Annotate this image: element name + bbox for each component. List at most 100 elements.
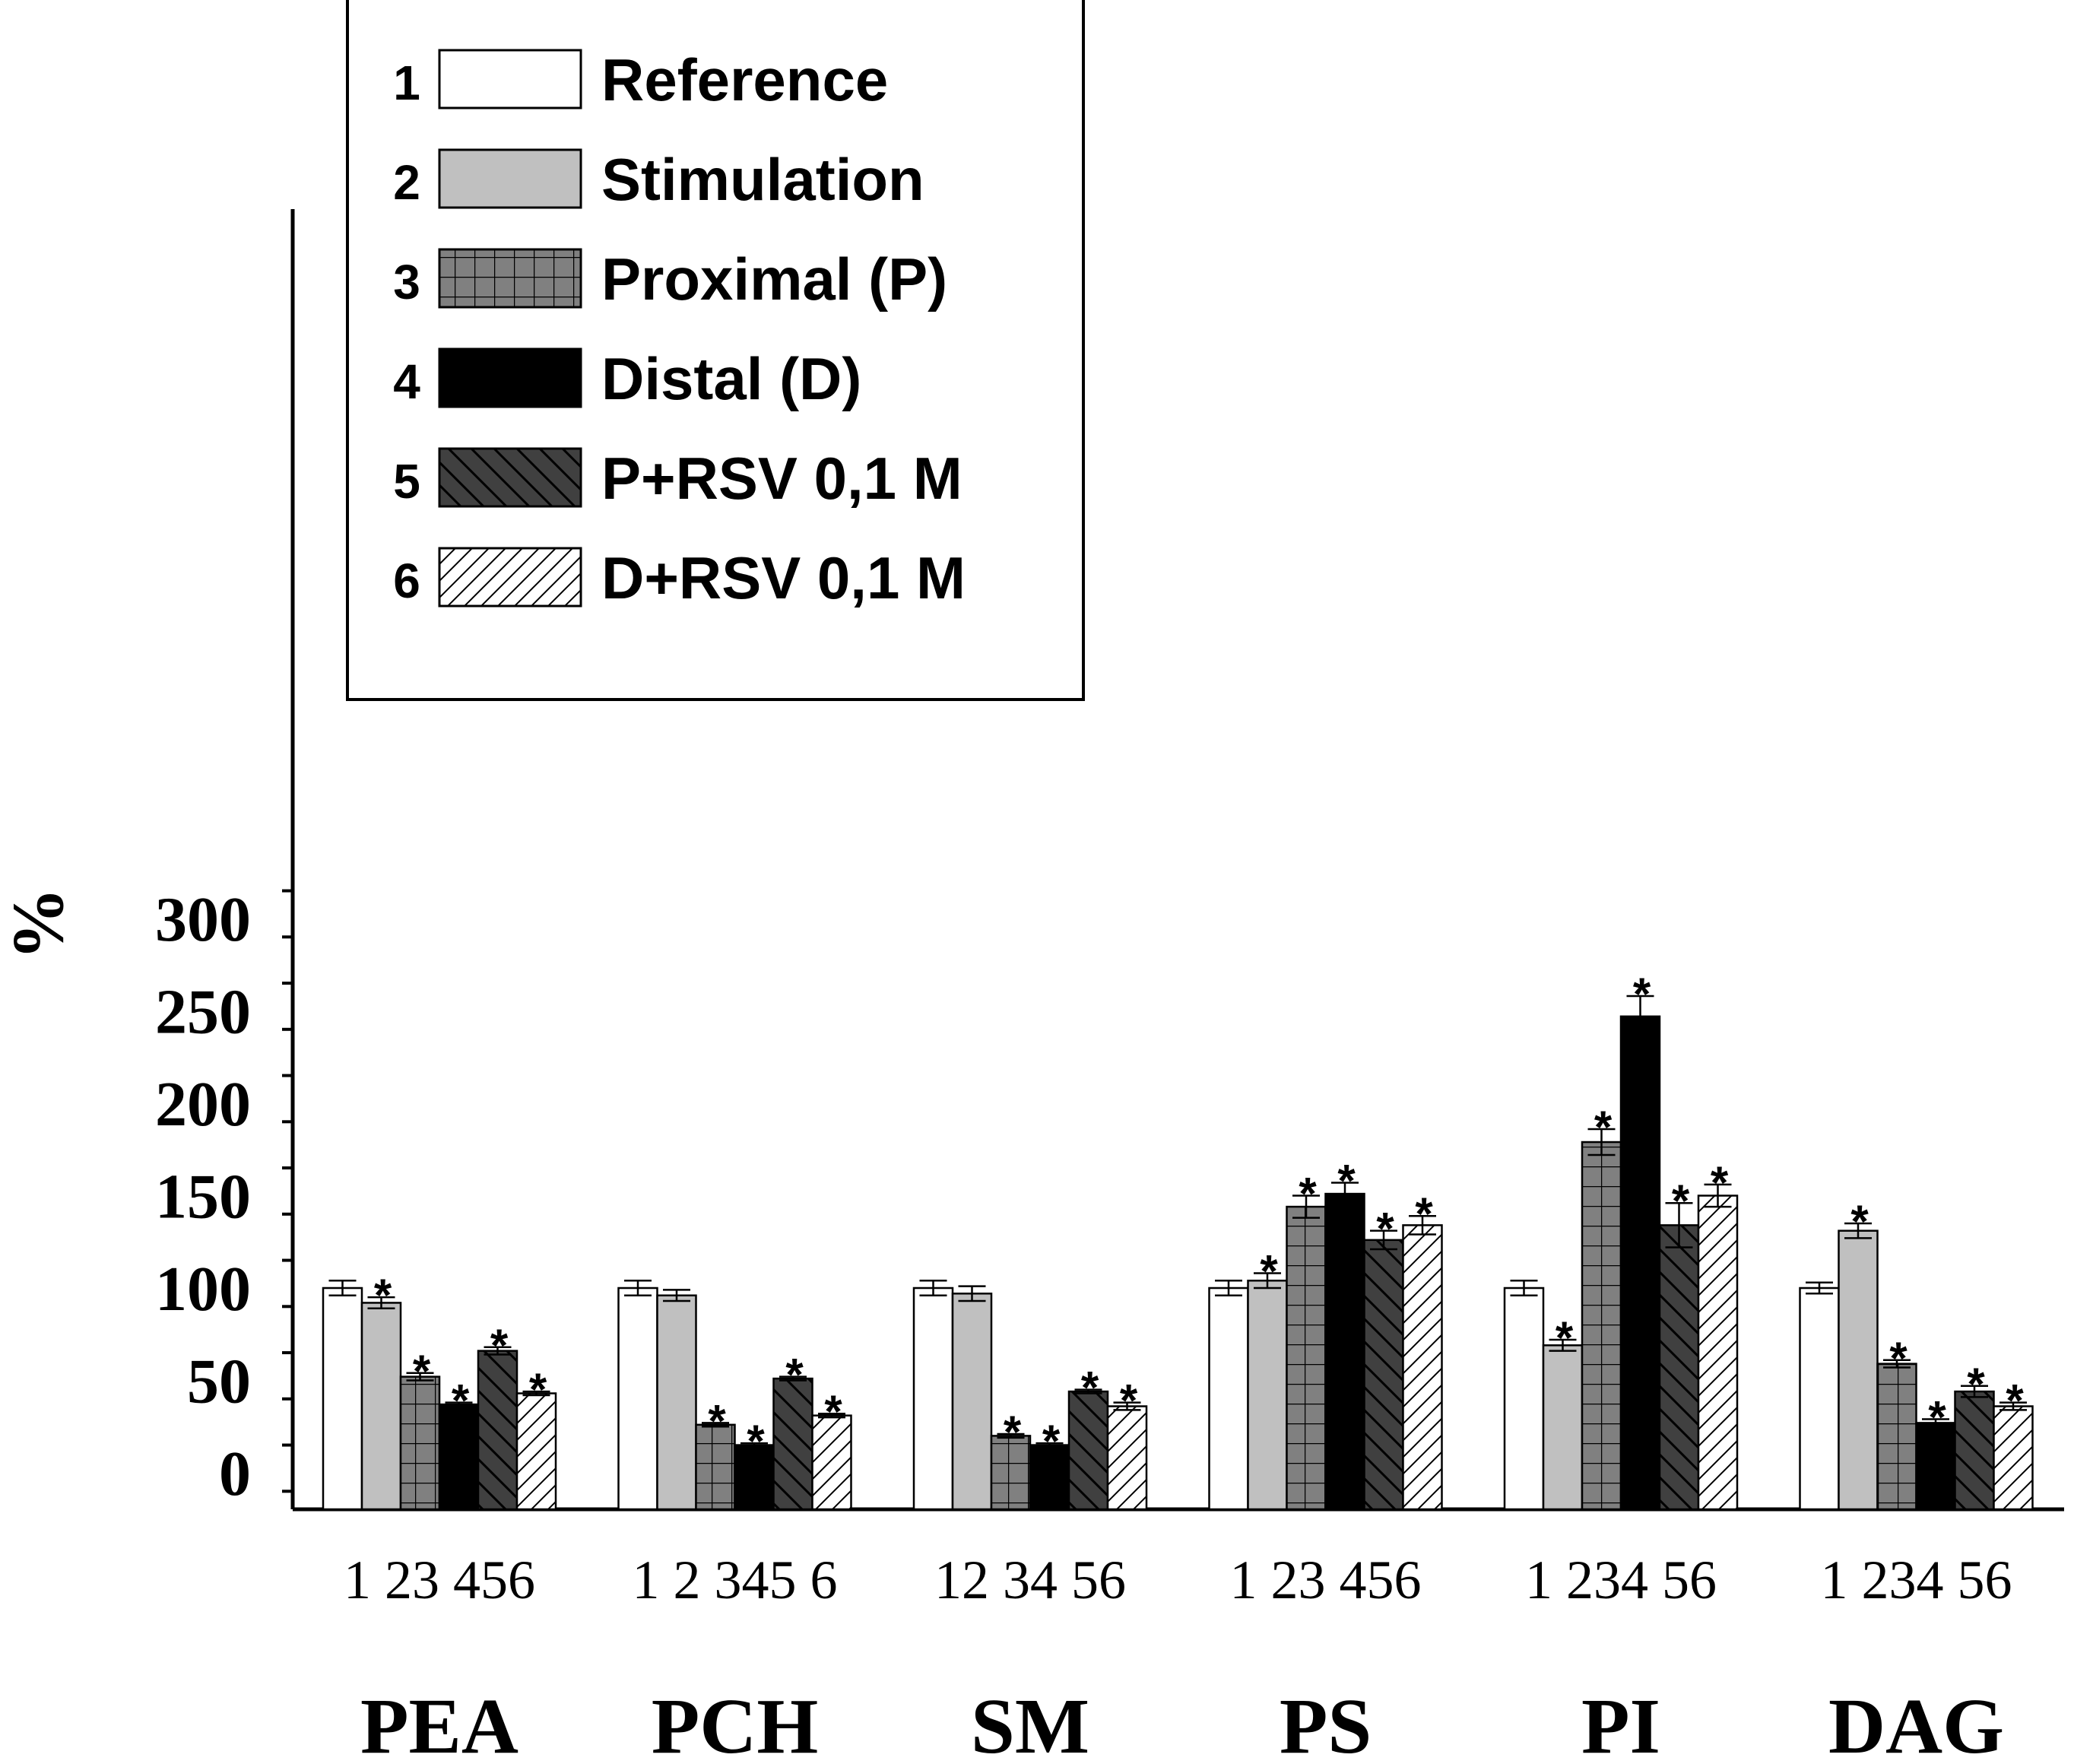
significance-star: *	[1889, 1333, 1908, 1384]
bar-PEA-6	[515, 1392, 557, 1511]
legend-index: 5	[393, 454, 420, 509]
axes	[290, 209, 2064, 1512]
significance-star: *	[529, 1364, 547, 1415]
bar-PCH-5	[772, 1377, 813, 1511]
significance-star: *	[1967, 1359, 1985, 1410]
significance-star: *	[1120, 1375, 1138, 1426]
legend-label: Distal (D)	[601, 345, 861, 412]
bar-PS-4	[1324, 1192, 1365, 1511]
bar-PI-1	[1503, 1287, 1545, 1511]
significance-star: *	[374, 1270, 392, 1321]
significance-star: *	[1337, 1155, 1356, 1206]
bar-PS-1	[1208, 1287, 1249, 1511]
bar-DAG-4	[1915, 1422, 1956, 1511]
legend-label: D+RSV 0,1 M	[601, 544, 966, 611]
bar-PS-2	[1247, 1280, 1288, 1511]
group-label-DAG: DAG	[1828, 1683, 2004, 1764]
y-tick-label: 250	[155, 977, 251, 1048]
legend-index: 4	[393, 354, 420, 409]
significance-star: *	[1042, 1416, 1061, 1467]
bar-PEA-1	[322, 1287, 363, 1511]
y-tick-label: 100	[155, 1254, 251, 1325]
bar-PEA-3	[399, 1375, 441, 1511]
significance-star: *	[1594, 1102, 1613, 1153]
legend-swatch	[438, 248, 582, 309]
bar-PCH-1	[617, 1287, 658, 1511]
y-axis-label: %	[0, 887, 78, 960]
bar-PCH-2	[656, 1294, 697, 1511]
y-tick-label: 300	[155, 884, 251, 955]
x-tick-numbers-PCH: 1 2 345 6	[633, 1550, 838, 1610]
significance-star: *	[490, 1320, 509, 1371]
bar-SM-5	[1067, 1390, 1109, 1511]
bar-PI-4	[1619, 1015, 1661, 1511]
bars: * * * * * * * * * * * * * * * * * * * * * * * * * * * *	[322, 969, 2034, 1511]
y-tick-label: 150	[155, 1162, 251, 1233]
significance-star: *	[1928, 1392, 1946, 1443]
y-tick-label: 200	[155, 1069, 251, 1140]
bar-PS-6	[1402, 1224, 1443, 1511]
x-tick-numbers-PEA: 1 23 456	[344, 1550, 535, 1610]
group-labels: PEA PCH SM PS PI DAG	[360, 1683, 2004, 1764]
x-tick-numbers-SM: 12 34 56	[934, 1550, 1126, 1610]
legend-swatch	[438, 447, 582, 508]
significance-star: *	[1081, 1363, 1099, 1413]
bar-PI-3	[1581, 1141, 1622, 1511]
bar-SM-2	[951, 1293, 993, 1511]
significance-star: *	[1711, 1157, 1729, 1208]
bar-PI-2	[1542, 1344, 1584, 1511]
significance-star: *	[1415, 1188, 1433, 1239]
x-tick-numbers-PI: 1 234 56	[1525, 1550, 1717, 1610]
legend: 1 Reference 2 Stimulation 3 Proximal (P) 4 Dist…	[346, 0, 1085, 701]
bar-PEA-2	[360, 1302, 402, 1511]
bar-DAG-1	[1799, 1287, 1840, 1511]
legend-label: Stimulation	[601, 146, 924, 213]
x-tick-numbers-PS: 1 23 456	[1230, 1550, 1422, 1610]
significance-star: *	[452, 1375, 470, 1426]
significance-star: *	[2006, 1375, 2024, 1426]
bar-PS-3	[1286, 1205, 1327, 1511]
group-label-PEA: PEA	[360, 1683, 518, 1764]
significance-star: *	[1672, 1175, 1690, 1226]
significance-star: *	[785, 1350, 804, 1401]
significance-star: *	[1850, 1196, 1869, 1247]
bar-SM-1	[912, 1287, 954, 1511]
legend-label: Reference	[601, 46, 888, 113]
bar-PI-5	[1658, 1224, 1700, 1511]
bar-PEA-5	[477, 1350, 518, 1511]
significance-star: *	[413, 1346, 431, 1397]
bar-DAG-3	[1876, 1363, 1917, 1511]
legend-swatch	[438, 347, 582, 408]
legend-index: 2	[393, 155, 420, 210]
group-label-PI: PI	[1581, 1683, 1660, 1764]
bar-DAG-6	[1993, 1405, 2034, 1511]
significance-star: *	[1004, 1407, 1022, 1458]
significance-star: *	[1299, 1169, 1317, 1220]
legend-label: Proximal (P)	[601, 246, 947, 313]
significance-star: *	[1556, 1312, 1574, 1363]
bar-PI-6	[1697, 1195, 1739, 1511]
bar-PCH-4	[734, 1444, 775, 1511]
y-tick-label: 50	[187, 1347, 251, 1417]
y-ticks: 0 50 100 150 200 250 300	[155, 884, 293, 1509]
group-label-SM: SM	[971, 1683, 1089, 1764]
legend-label: P+RSV 0,1 M	[601, 445, 962, 512]
bar-PS-5	[1363, 1239, 1404, 1511]
x-tick-labels: 1 23 456 1 2 345 6 12 34 56 1 23 456 1 234 5…	[344, 1550, 2012, 1610]
group-label-PS: PS	[1280, 1683, 1372, 1764]
legend-index: 1	[393, 56, 420, 110]
significance-star: *	[1633, 969, 1651, 1020]
group-label-PCH: PCH	[652, 1683, 819, 1764]
significance-star: *	[708, 1395, 726, 1446]
legend-index: 6	[393, 554, 420, 608]
legend-index: 3	[393, 255, 420, 309]
legend-swatch	[438, 547, 582, 608]
bar-DAG-2	[1838, 1229, 1879, 1511]
significance-star: *	[747, 1416, 765, 1467]
legend-swatch	[438, 148, 582, 209]
significance-star: *	[824, 1386, 842, 1437]
significance-star: *	[1260, 1246, 1278, 1297]
legend-swatch	[438, 49, 582, 109]
x-tick-numbers-DAG: 1 234 56	[1821, 1550, 2012, 1610]
